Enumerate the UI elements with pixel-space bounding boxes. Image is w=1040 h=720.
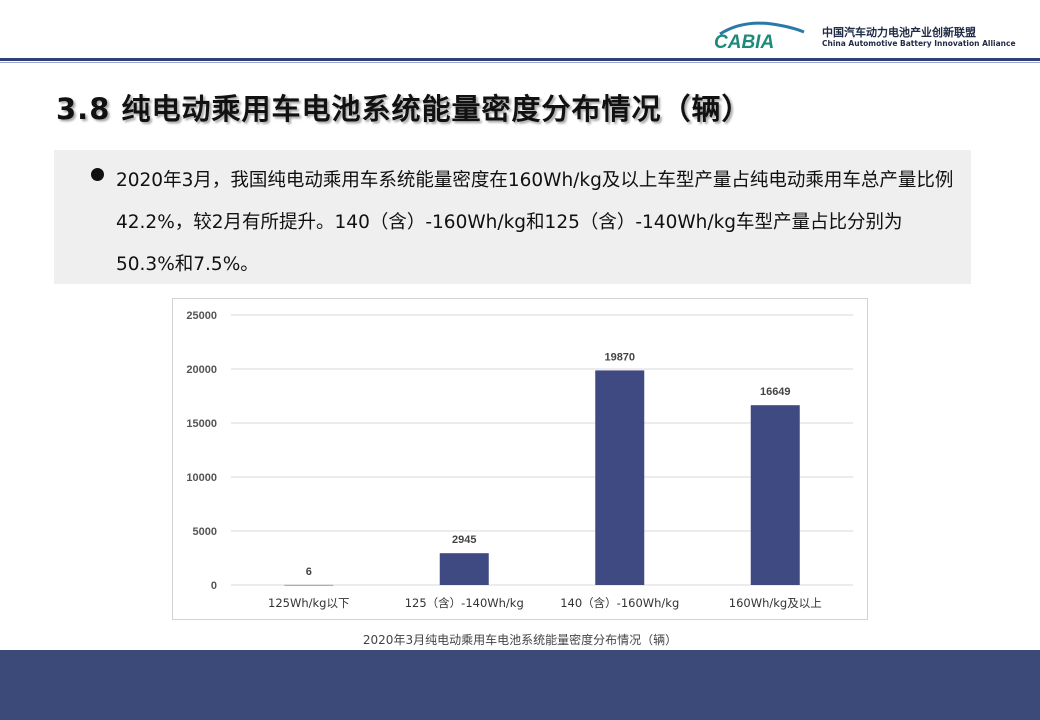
bar (439, 553, 489, 585)
chart-caption: 2020年3月纯电动乘用车电池系统能量密度分布情况（辆） (362, 633, 678, 647)
header-rule (0, 58, 1040, 61)
summary-text: 2020年3月，我国纯电动乘用车系统能量密度在160Wh/kg及以上车型产量占纯… (116, 170, 954, 275)
y-tick-label: 5000 (193, 526, 217, 538)
summary-box (54, 150, 971, 284)
slide-title: 3.8 纯电动乘用车电池系统能量密度分布情况（辆） (56, 92, 752, 126)
y-tick-label: 0 (211, 580, 217, 592)
logo-mark-text: CABIA (714, 32, 774, 52)
cabia-logo: CABIA 中国汽车动力电池产业创新联盟 China Automotive Ba… (712, 18, 1016, 52)
x-tick-label: 160Wh/kg及以上 (729, 596, 822, 610)
data-label: 2945 (452, 534, 476, 546)
bar-chart: 0 5000 10000 15000 20000 25000 6 125Wh/kg以下 2945… (186, 310, 853, 610)
x-tick-label: 125（含）-140Wh/kg (405, 596, 524, 610)
x-tick-label: 140（含）-160Wh/kg (560, 596, 679, 610)
x-tick-label: 125Wh/kg以下 (268, 596, 349, 610)
y-tick-label: 20000 (186, 364, 217, 376)
bar (595, 370, 645, 585)
footer-band (0, 650, 1040, 720)
y-tick-label: 25000 (186, 310, 217, 322)
logo-english-name: China Automotive Battery Innovation Alli… (822, 39, 1016, 48)
bullet-dot-icon (91, 168, 104, 181)
bar (750, 405, 800, 585)
logo-chinese-name: 中国汽车动力电池产业创新联盟 (822, 26, 976, 39)
data-label: 16649 (760, 386, 791, 398)
data-label: 6 (306, 566, 312, 578)
cabia-logo-mark: CABIA (714, 21, 805, 52)
y-tick-label: 15000 (186, 418, 217, 430)
y-tick-label: 10000 (186, 472, 217, 484)
bar (284, 584, 334, 586)
chart-frame: 0 5000 10000 15000 20000 25000 6 125Wh/kg以下 2945… (172, 298, 868, 620)
header-rule-thin (0, 62, 1040, 63)
data-label: 19870 (604, 351, 635, 363)
